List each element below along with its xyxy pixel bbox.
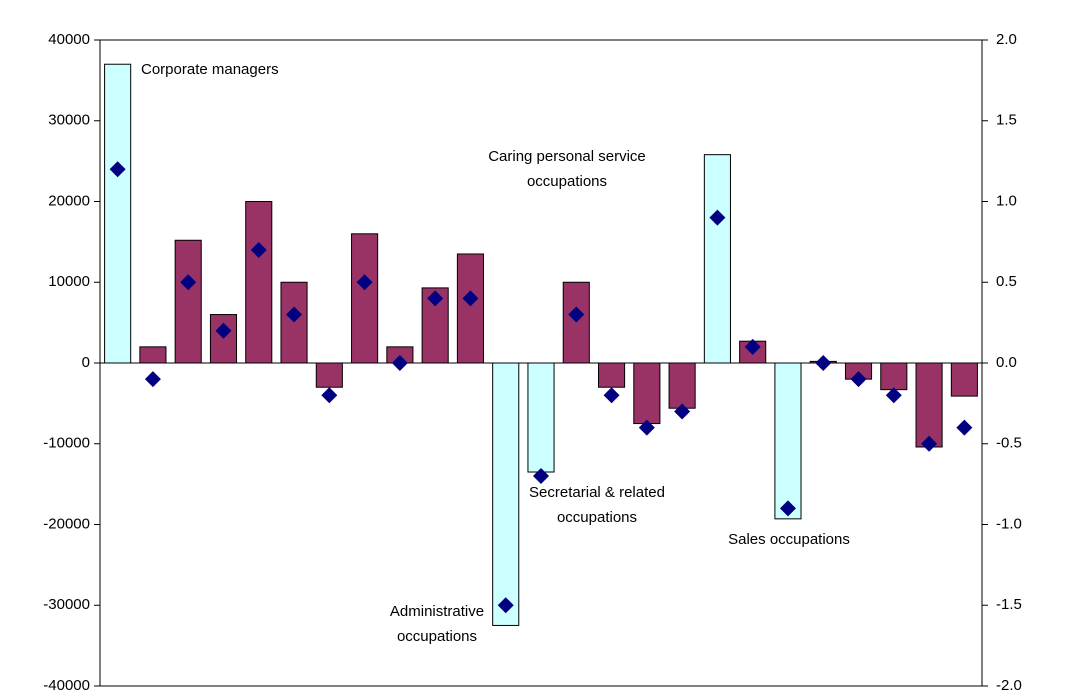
- diamond-marker: [709, 209, 726, 226]
- diamond-marker: [462, 290, 479, 307]
- diamond-marker: [815, 355, 832, 371]
- diamond-marker: [956, 419, 973, 436]
- y2-tick-label: 2.0: [996, 31, 1017, 48]
- y2-tick-label: -2.0: [996, 677, 1022, 694]
- annotation: Sales occupations: [728, 531, 850, 548]
- y2-tick-label: 0.0: [996, 354, 1017, 371]
- diamond-marker: [286, 306, 303, 323]
- bar: [492, 362, 520, 626]
- bar: [562, 281, 590, 364]
- diamond-marker: [250, 241, 267, 258]
- diamond-marker: [144, 371, 161, 388]
- bar: [668, 362, 696, 409]
- bar: [174, 239, 202, 364]
- diamond-marker: [885, 387, 902, 404]
- y2-tick-label: -1.5: [996, 596, 1022, 613]
- y-tick-label: 10000: [48, 273, 90, 290]
- diamond-marker: [321, 387, 338, 404]
- bar: [915, 362, 943, 448]
- bar: [633, 362, 661, 425]
- annotation: occupations: [397, 628, 477, 645]
- diamond-marker: [391, 355, 408, 371]
- bar: [950, 362, 978, 397]
- annotation: Administrative: [390, 603, 484, 620]
- diamond-marker: [568, 306, 585, 323]
- diamond-marker: [779, 500, 796, 517]
- y-tick-label: 0: [82, 354, 90, 371]
- bar: [245, 201, 273, 364]
- annotation: Secretarial & related: [529, 484, 665, 501]
- diamond-marker: [109, 161, 126, 178]
- diamond-marker: [744, 338, 761, 355]
- annotation: Caring personal service: [488, 148, 646, 165]
- y-tick-label: -20000: [43, 515, 90, 532]
- diamond-marker: [427, 290, 444, 307]
- diamond-marker: [674, 403, 691, 420]
- y2-tick-label: 1.0: [996, 192, 1017, 209]
- annotation: occupations: [527, 173, 607, 190]
- bar: [139, 346, 167, 364]
- y2-tick-label: 0.5: [996, 273, 1017, 290]
- bar: [527, 362, 555, 473]
- diamond-marker: [497, 597, 514, 614]
- bar: [774, 362, 802, 520]
- diamond-marker: [921, 435, 938, 452]
- diamond-marker: [215, 322, 232, 339]
- diamond-marker: [850, 371, 867, 388]
- diamond-marker: [638, 419, 655, 436]
- diamond-marker: [533, 468, 549, 485]
- bar: [104, 63, 132, 364]
- annotation: Corporate managers: [141, 61, 279, 78]
- bar: [598, 362, 626, 388]
- diamond-marker: [603, 387, 620, 404]
- annotation: occupations: [557, 509, 637, 526]
- y-tick-label: -10000: [43, 435, 90, 452]
- y-tick-label: 40000: [48, 31, 90, 48]
- y-tick-label: 30000: [48, 112, 90, 129]
- bar: [351, 233, 379, 364]
- y2-tick-label: 1.5: [996, 112, 1017, 129]
- diamond-marker: [180, 274, 197, 291]
- y2-tick-label: -1.0: [996, 515, 1022, 532]
- bar: [315, 362, 343, 388]
- bar: [880, 362, 908, 391]
- bar: [703, 154, 731, 364]
- bar: [456, 253, 484, 364]
- y-tick-label: 20000: [48, 192, 90, 209]
- diamond-marker: [356, 274, 373, 291]
- y-tick-label: -30000: [43, 596, 90, 613]
- bar: [280, 281, 308, 364]
- bar: [209, 314, 238, 364]
- y2-tick-label: -0.5: [996, 435, 1022, 452]
- y-tick-label: -40000: [43, 677, 90, 694]
